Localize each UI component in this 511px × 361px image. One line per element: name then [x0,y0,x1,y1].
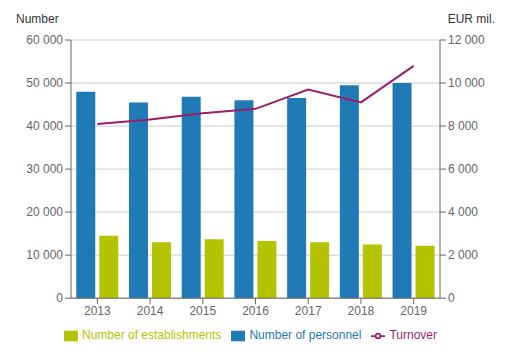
svg-text:0: 0 [56,291,63,305]
svg-text:2017: 2017 [295,304,322,318]
html-text:Turnover: Turnover [389,328,437,343]
html-text:Number of establishments: Number of establishments [82,328,222,343]
svg-text:20 000: 20 000 [26,205,63,219]
svg-text:0: 0 [448,291,455,305]
svg-text:10 000: 10 000 [26,248,63,262]
svg-text:2015: 2015 [189,304,216,318]
svg-text:2019: 2019 [400,304,427,318]
svg-text:2014: 2014 [137,304,164,318]
html-text:EUR mil.: EUR mil. [447,12,495,26]
svg-text:6 000: 6 000 [448,162,478,176]
svg-text:2 000: 2 000 [448,248,478,262]
svg-text:12 000: 12 000 [448,33,485,47]
svg-text:2016: 2016 [242,304,269,318]
svg-text:2018: 2018 [348,304,375,318]
svg-text:50 000: 50 000 [26,76,63,90]
svg-text:30 000: 30 000 [26,162,63,176]
svg-text:2013: 2013 [84,304,111,318]
svg-text:4 000: 4 000 [448,205,478,219]
svg-text:10 000: 10 000 [448,76,485,90]
svg-text:40 000: 40 000 [26,119,63,133]
html-text:Number of personnel: Number of personnel [249,328,362,343]
svg-text:8 000: 8 000 [448,119,478,133]
html-text:Number: Number [16,12,59,26]
svg-text:60 000: 60 000 [26,33,63,47]
